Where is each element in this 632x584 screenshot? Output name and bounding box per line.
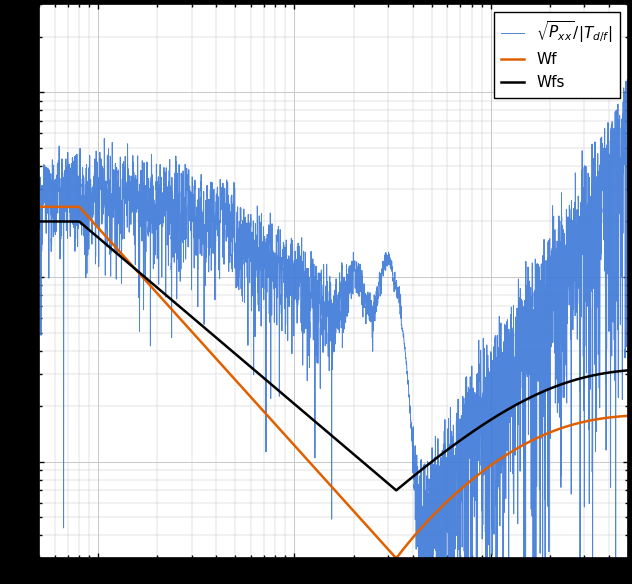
Wfs xyxy=(35,218,43,225)
$\sqrt{P_{xx}}/|T_{d/f}|$ xyxy=(175,176,183,183)
Wf xyxy=(178,317,186,324)
$\sqrt{P_{xx}}/|T_{d/f}|$ xyxy=(624,76,631,83)
Wf xyxy=(619,413,627,420)
Wfs xyxy=(257,372,265,379)
Wf xyxy=(175,314,183,321)
Wfs xyxy=(392,487,400,494)
Wfs xyxy=(619,367,627,374)
Line: $\sqrt{P_{xx}}/|T_{d/f}|$: $\sqrt{P_{xx}}/|T_{d/f}|$ xyxy=(39,79,628,584)
Wf xyxy=(35,203,43,210)
Wf xyxy=(624,412,631,419)
Wfs xyxy=(172,300,179,307)
$\sqrt{P_{xx}}/|T_{d/f}|$ xyxy=(299,294,307,301)
Line: Wfs: Wfs xyxy=(39,221,628,491)
Wf xyxy=(299,451,307,458)
$\sqrt{P_{xx}}/|T_{d/f}|$ xyxy=(624,148,631,155)
$\sqrt{P_{xx}}/|T_{d/f}|$ xyxy=(172,152,179,159)
Wfs xyxy=(175,303,183,310)
$\sqrt{P_{xx}}/|T_{d/f}|$ xyxy=(178,188,186,195)
Wfs xyxy=(299,408,307,415)
Wf xyxy=(392,555,400,562)
Line: Wf: Wf xyxy=(39,207,628,558)
Wf xyxy=(257,405,265,412)
Wfs xyxy=(178,305,186,312)
$\sqrt{P_{xx}}/|T_{d/f}|$ xyxy=(35,182,43,189)
$\sqrt{P_{xx}}/|T_{d/f}|$ xyxy=(619,126,627,133)
$\sqrt{P_{xx}}/|T_{d/f}|$ xyxy=(257,302,265,309)
Wfs xyxy=(624,367,631,374)
Legend: $\sqrt{P_{xx}}/|T_{d/f}|$, Wf, Wfs: $\sqrt{P_{xx}}/|T_{d/f}|$, Wf, Wfs xyxy=(494,12,620,98)
Wf xyxy=(172,311,179,318)
